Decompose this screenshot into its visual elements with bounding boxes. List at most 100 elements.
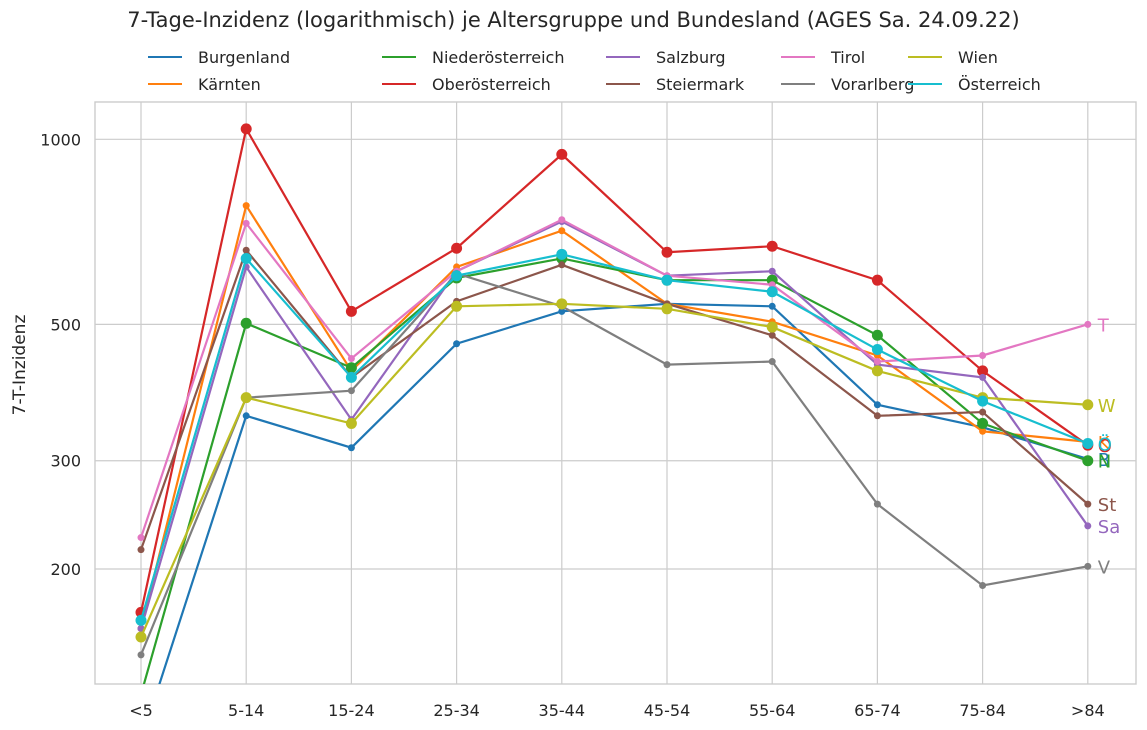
legend-item: Österreich <box>908 71 1041 97</box>
end-label: Sa <box>1098 517 1120 538</box>
legend-label: Vorarlberg <box>831 74 915 94</box>
y-tick-label: 1000 <box>40 130 81 149</box>
x-tick-label: 5-14 <box>228 701 264 720</box>
data-point <box>1082 438 1094 450</box>
x-tick-label: 65-74 <box>854 701 901 720</box>
legend-swatch <box>148 83 182 85</box>
x-tick-label: 75-84 <box>959 701 1006 720</box>
data-point <box>768 281 776 289</box>
data-point <box>979 408 987 416</box>
series-line <box>139 218 1089 538</box>
series-line <box>139 125 1089 613</box>
data-point <box>871 365 883 377</box>
data-point <box>768 331 776 339</box>
data-point <box>661 246 673 258</box>
data-point <box>977 365 989 377</box>
end-label: N <box>1098 452 1111 473</box>
data-point <box>1084 500 1092 508</box>
legend-item: Tirol <box>781 44 865 70</box>
data-point <box>871 274 883 286</box>
series-line <box>142 257 1089 684</box>
series-line <box>139 220 1089 629</box>
chart-title: 7-Tage-Inzidenz (logarithmisch) je Alter… <box>127 8 1020 32</box>
data-point <box>766 240 778 252</box>
data-point <box>558 216 566 224</box>
data-point <box>451 242 463 254</box>
x-tick-label: 15-24 <box>328 701 375 720</box>
data-point <box>768 358 776 366</box>
legend-label: Wien <box>958 47 998 67</box>
series-line <box>139 248 1089 551</box>
data-point <box>558 261 566 269</box>
legend-item: Wien <box>908 44 998 70</box>
data-point <box>135 614 147 626</box>
legend-label: Burgenland <box>198 47 291 67</box>
y-tick-label: 500 <box>50 315 81 334</box>
data-point <box>242 219 250 227</box>
data-point <box>977 395 989 407</box>
legend-swatch <box>606 83 640 85</box>
data-point <box>661 274 673 286</box>
plot-frame <box>94 101 1137 685</box>
legend-label: Kärnten <box>198 74 261 94</box>
data-point <box>453 340 461 348</box>
legend: Burgenland Kärnten Niederösterreich Oberöst… <box>148 44 1068 100</box>
data-point <box>979 373 987 381</box>
data-point <box>873 401 881 409</box>
legend-item: Niederösterreich <box>382 44 564 70</box>
data-point <box>556 248 568 260</box>
data-point <box>556 148 568 160</box>
data-point <box>766 286 778 298</box>
legend-label: Tirol <box>831 47 866 67</box>
data-point <box>558 227 566 235</box>
data-point <box>871 329 883 341</box>
series-group <box>135 123 1094 684</box>
x-tick-label: 25-34 <box>433 701 480 720</box>
data-point <box>137 546 145 554</box>
data-point <box>137 651 145 659</box>
series-line <box>139 272 1088 656</box>
data-point <box>556 298 568 310</box>
series-line <box>139 302 1088 638</box>
legend-swatch <box>781 83 815 85</box>
legend-swatch <box>148 56 182 58</box>
data-point <box>558 307 566 315</box>
end-label: K <box>1098 433 1111 454</box>
data-point <box>137 625 145 633</box>
data-point <box>768 302 776 310</box>
data-point <box>242 202 250 210</box>
end-label: St <box>1098 495 1116 516</box>
x-tick-label: 35-44 <box>539 701 586 720</box>
legend-label: Salzburg <box>656 47 726 67</box>
legend-label: Niederösterreich <box>432 47 565 67</box>
end-label: B <box>1098 450 1110 471</box>
data-point <box>240 392 252 404</box>
data-point <box>873 358 881 366</box>
data-point <box>347 387 355 395</box>
x-tick-label: 45-54 <box>644 701 691 720</box>
y-tick-label: 300 <box>50 452 81 471</box>
x-tick-label: <5 <box>129 701 153 720</box>
legend-swatch <box>606 56 640 58</box>
series-line <box>158 302 1089 684</box>
data-point <box>347 444 355 452</box>
data-point <box>345 305 357 317</box>
data-point <box>137 534 145 542</box>
y-tick-label: 200 <box>50 560 81 579</box>
legend-label: Oberösterreich <box>432 74 551 94</box>
data-point <box>1084 562 1092 570</box>
legend-item: Steiermark <box>606 71 744 97</box>
end-label: O <box>1098 436 1112 457</box>
data-point <box>1082 455 1094 467</box>
end-label: T <box>1097 315 1110 336</box>
legend-swatch <box>908 56 942 58</box>
end-label: W <box>1098 396 1116 417</box>
legend-label: Steiermark <box>656 74 745 94</box>
end-label: Ö <box>1098 434 1112 456</box>
legend-item: Burgenland <box>148 44 290 70</box>
data-point <box>345 417 357 429</box>
legend-swatch <box>382 56 416 58</box>
data-point <box>1084 320 1092 328</box>
legend-item: Oberösterreich <box>382 71 551 97</box>
